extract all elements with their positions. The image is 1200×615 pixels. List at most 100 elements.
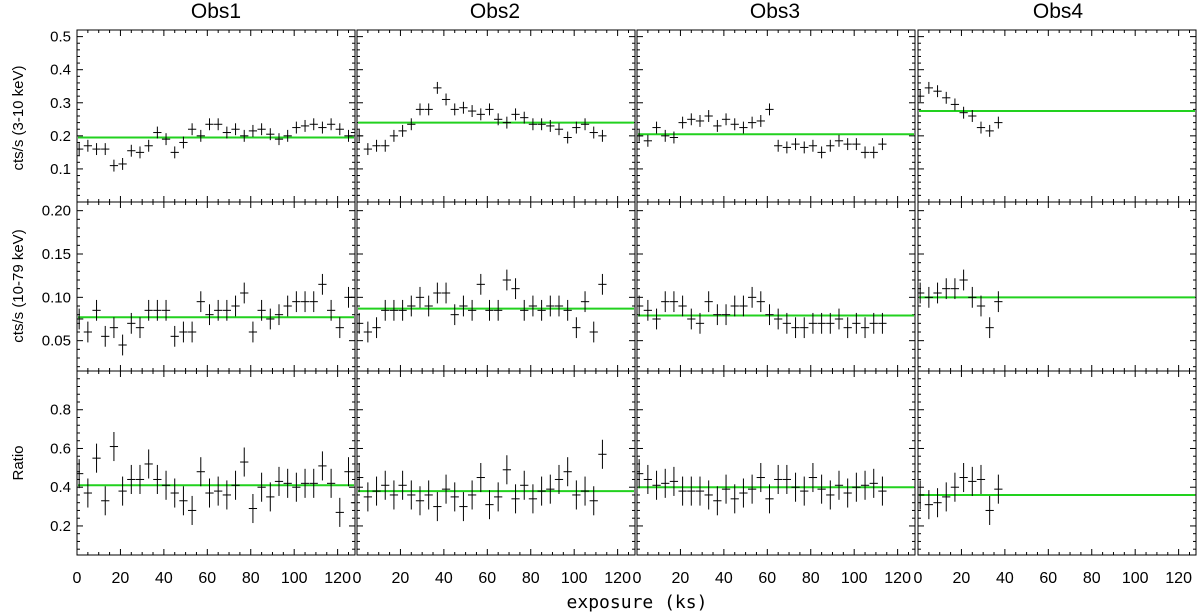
- panel-frame: [76, 201, 356, 372]
- data-point: [257, 299, 266, 321]
- data-point: [643, 134, 652, 147]
- data-point: [695, 115, 705, 127]
- data-point: [318, 451, 327, 481]
- data-point: [643, 299, 652, 321]
- data-point: [222, 299, 231, 321]
- data-point: [205, 478, 214, 508]
- panel-frame: [636, 29, 916, 203]
- data-point: [933, 488, 942, 518]
- data-point: [363, 143, 372, 156]
- data-point: [782, 141, 791, 154]
- data-point: [546, 474, 555, 504]
- data-point: [817, 146, 826, 159]
- data-point: [826, 312, 835, 334]
- y-tick-label: 0.2: [50, 518, 71, 535]
- x-axis-label: exposure (ks): [567, 592, 708, 613]
- data-point: [730, 118, 739, 131]
- data-point: [924, 490, 933, 520]
- data-point: [860, 317, 870, 339]
- data-point: [350, 488, 356, 518]
- data-point: [335, 497, 344, 527]
- data-point: [537, 118, 546, 131]
- x-tick-label: 0: [353, 570, 362, 587]
- data-point: [344, 457, 353, 487]
- y-axis-label-row3: Ratio: [10, 445, 27, 480]
- panel-frame: [917, 201, 1197, 372]
- data-point: [109, 432, 119, 462]
- x-tick-label: 40: [996, 570, 1014, 587]
- data-point: [511, 484, 520, 514]
- data-point: [950, 278, 960, 300]
- data-point: [179, 486, 188, 516]
- data-point: [704, 110, 713, 122]
- data-point: [127, 144, 136, 157]
- panel-r3-obs4: [917, 370, 1197, 556]
- data-point: [476, 463, 485, 493]
- data-point: [170, 478, 179, 508]
- panel-r2-obs2: [356, 201, 636, 372]
- data-point: [205, 118, 214, 131]
- data-point: [240, 129, 249, 142]
- data-point: [153, 299, 162, 321]
- data-point: [878, 476, 887, 506]
- data-point: [187, 321, 197, 343]
- data-point: [357, 463, 364, 493]
- data-point: [918, 480, 925, 510]
- data-point: [231, 123, 240, 136]
- data-point: [852, 138, 861, 151]
- data-point: [942, 91, 951, 104]
- data-point: [589, 321, 598, 343]
- data-point: [800, 476, 809, 506]
- data-point: [774, 464, 783, 494]
- data-point: [985, 124, 994, 137]
- data-point: [598, 129, 607, 142]
- data-point: [713, 304, 722, 326]
- x-tick-label: 120: [324, 570, 351, 587]
- x-tick-label: 120: [884, 570, 911, 587]
- data-point: [782, 312, 791, 334]
- data-point: [739, 121, 748, 134]
- data-point: [274, 466, 284, 496]
- data-point: [266, 128, 275, 141]
- data-point: [326, 118, 336, 131]
- data-point: [248, 124, 258, 137]
- data-point: [292, 472, 301, 502]
- data-point: [942, 482, 951, 512]
- y-axis-label-row1: cts/s (3-10 keV): [10, 65, 27, 170]
- data-point: [83, 478, 92, 508]
- data-point: [248, 493, 258, 524]
- data-point: [933, 282, 942, 304]
- y-tick-label: 0.3: [50, 95, 71, 112]
- data-point: [994, 116, 1003, 129]
- data-point: [678, 476, 687, 506]
- data-point: [300, 468, 310, 498]
- x-tick-label: 60: [758, 570, 776, 587]
- x-tick-label: 100: [841, 570, 868, 587]
- column-title-obs3: Obs3: [750, 0, 800, 23]
- data-point: [459, 101, 468, 114]
- data-point: [101, 143, 110, 156]
- data-point: [101, 325, 110, 347]
- panel-r1-obs1: 0.1 0.2 0.3 0.4 0.5: [50, 29, 356, 203]
- data-point: [441, 93, 451, 106]
- panel-r3-obs3: [636, 370, 916, 556]
- panel-frame: [917, 370, 1197, 556]
- data-point: [326, 299, 336, 321]
- data-point: [398, 299, 407, 321]
- data-point: [214, 118, 223, 131]
- y-tick-label: 0.15: [42, 246, 71, 263]
- data-point: [344, 129, 353, 142]
- data-point: [959, 463, 968, 493]
- data-point: [407, 480, 416, 510]
- data-point: [476, 273, 485, 295]
- data-point: [739, 295, 748, 317]
- data-point: [424, 480, 433, 510]
- data-point: [214, 476, 223, 506]
- panel-r2-obs4: [917, 201, 1197, 372]
- data-point: [878, 138, 887, 151]
- data-point: [372, 476, 381, 506]
- panel-frame: [356, 29, 636, 203]
- data-point: [92, 143, 101, 156]
- data-point: [721, 113, 731, 126]
- data-point: [637, 459, 644, 489]
